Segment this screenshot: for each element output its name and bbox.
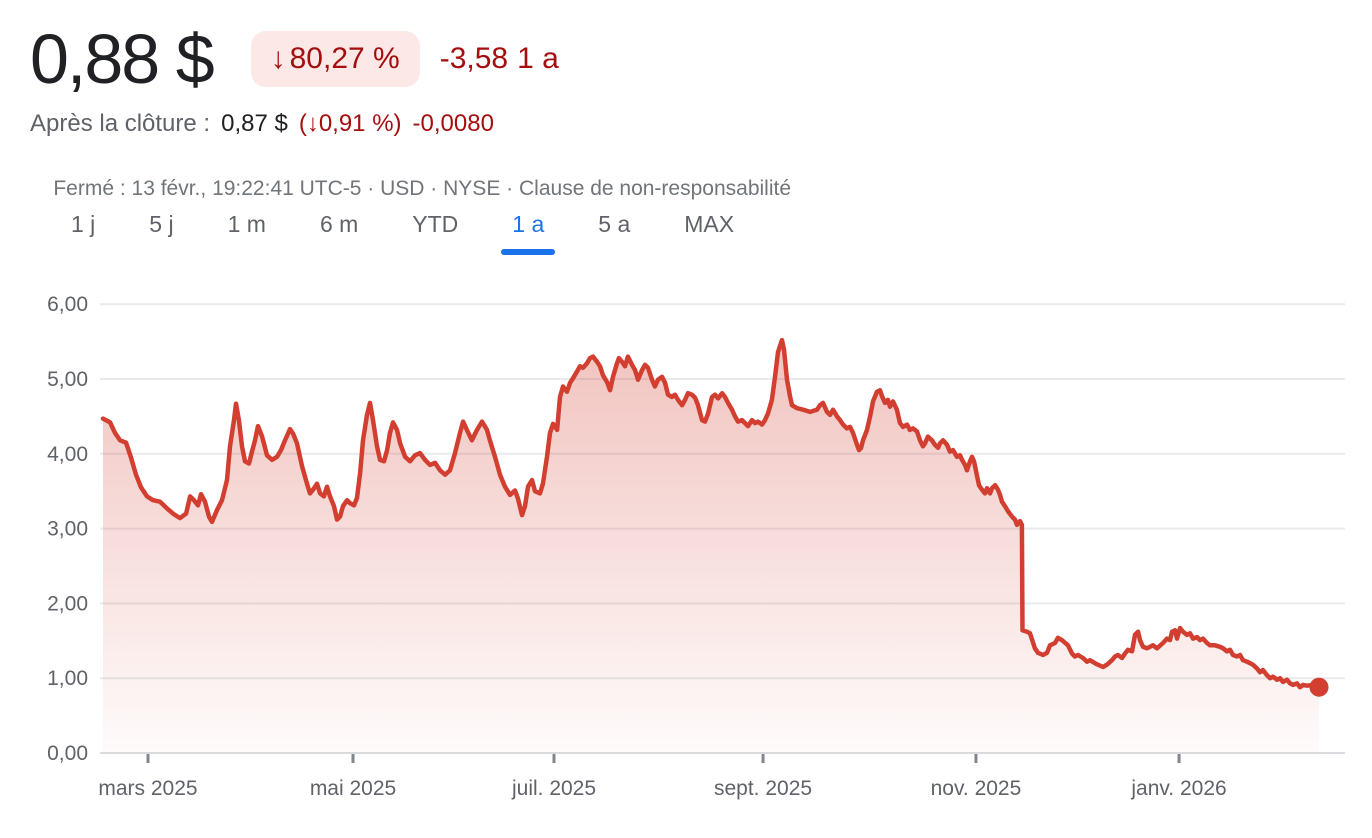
after-hours-row: Après la clôture : 0,87 $ (↓0,91 %) -0,0… <box>30 110 494 138</box>
y-axis-label: 1,00 <box>47 667 88 690</box>
time-range-tabs: 1 j 5 j 1 m 6 m YTD 1 a 5 a MAX <box>44 200 761 255</box>
tab-label: 5 j <box>149 211 174 237</box>
current-price: 0,88 $ <box>30 20 215 98</box>
x-axis-label: janv. 2026 <box>1130 777 1226 800</box>
separator: · <box>500 177 519 200</box>
y-axis-label: 5,00 <box>47 368 88 391</box>
price-line <box>100 337 1322 690</box>
tab-label: 1 j <box>71 211 96 237</box>
change-period-label: 1 a <box>517 42 559 75</box>
y-axis-label: 6,00 <box>47 293 88 316</box>
price-chart-canvas[interactable]: 0,00 1,00 2,00 3,00 4,00 5,00 6,00 mars 2025 mai… <box>0 290 1372 838</box>
x-axis-label: nov. 2025 <box>931 777 1022 800</box>
after-hours-percent: (↓0,91 %) <box>298 110 402 137</box>
market-status-line: Fermé : 13 févr., 19:22:41 UTC-5 · USD ·… <box>30 153 791 225</box>
tab-label: 1 a <box>512 211 545 237</box>
tab-1d[interactable]: 1 j <box>44 200 122 255</box>
tab-label: MAX <box>684 211 735 237</box>
disclaimer-link[interactable]: Clause de non-responsabilité <box>519 177 792 200</box>
tab-max[interactable]: MAX <box>657 200 761 255</box>
tab-label: 6 m <box>319 211 359 237</box>
price-chart: 0,00 1,00 2,00 3,00 4,00 5,00 6,00 mars 2025 mai… <box>0 290 1372 838</box>
tab-label: YTD <box>412 211 459 237</box>
change-percent-value: 80,27 % <box>289 42 400 75</box>
change-percent-badge: ↓ 80,27 % <box>250 31 420 87</box>
tab-1m[interactable]: 1 m <box>201 200 293 255</box>
after-hours-price: 0,87 $ <box>221 110 288 137</box>
down-arrow-icon: ↓ <box>270 42 286 75</box>
selected-tab-underline <box>501 249 556 255</box>
change-absolute-value: -3,58 <box>439 42 509 75</box>
last-price-dot <box>1309 677 1329 697</box>
tab-5d[interactable]: 5 j <box>122 200 200 255</box>
x-axis-label: sept. 2025 <box>714 777 812 800</box>
change-absolute: -3,58 1 a <box>440 42 559 76</box>
y-axis-label: 0,00 <box>47 742 88 765</box>
y-axis-label: 4,00 <box>47 443 88 466</box>
x-axis-label: juil. 2025 <box>511 777 596 800</box>
tab-5y[interactable]: 5 a <box>571 200 657 255</box>
tab-label: 5 a <box>598 211 631 237</box>
tab-1y[interactable]: 1 a <box>485 200 571 255</box>
market-status-text: Fermé : 13 févr., 19:22:41 UTC-5 · USD ·… <box>53 177 501 200</box>
price-area-fill <box>103 340 1319 753</box>
after-hours-label: Après la clôture : <box>30 110 211 137</box>
y-axis-label: 3,00 <box>47 518 88 541</box>
y-axis-label: 2,00 <box>47 592 88 615</box>
x-axis-label: mai 2025 <box>310 777 396 800</box>
after-hours-change: -0,0080 <box>412 110 494 137</box>
tab-label: 1 m <box>227 211 266 237</box>
x-axis-label: mars 2025 <box>98 777 197 800</box>
tab-ytd[interactable]: YTD <box>385 200 485 255</box>
price-header: 0,88 $ ↓ 80,27 % -3,58 1 a <box>30 22 559 96</box>
tab-6m[interactable]: 6 m <box>293 200 385 255</box>
